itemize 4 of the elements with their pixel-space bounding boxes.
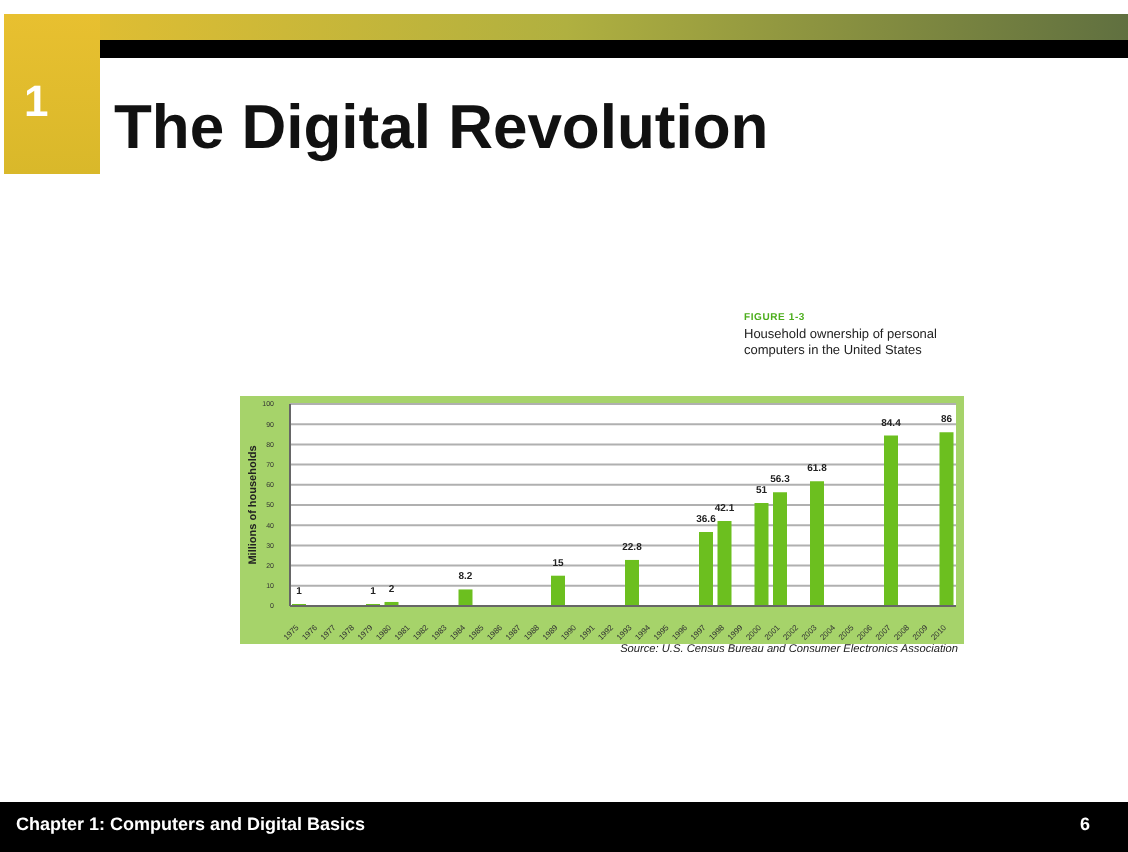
text: 1 xyxy=(24,76,49,128)
text: Chapter 1: Computers and Digital Basics xyxy=(16,814,366,834)
chart-title: The Digital Revolution xyxy=(114,92,769,164)
text: 6 xyxy=(1080,814,1091,834)
